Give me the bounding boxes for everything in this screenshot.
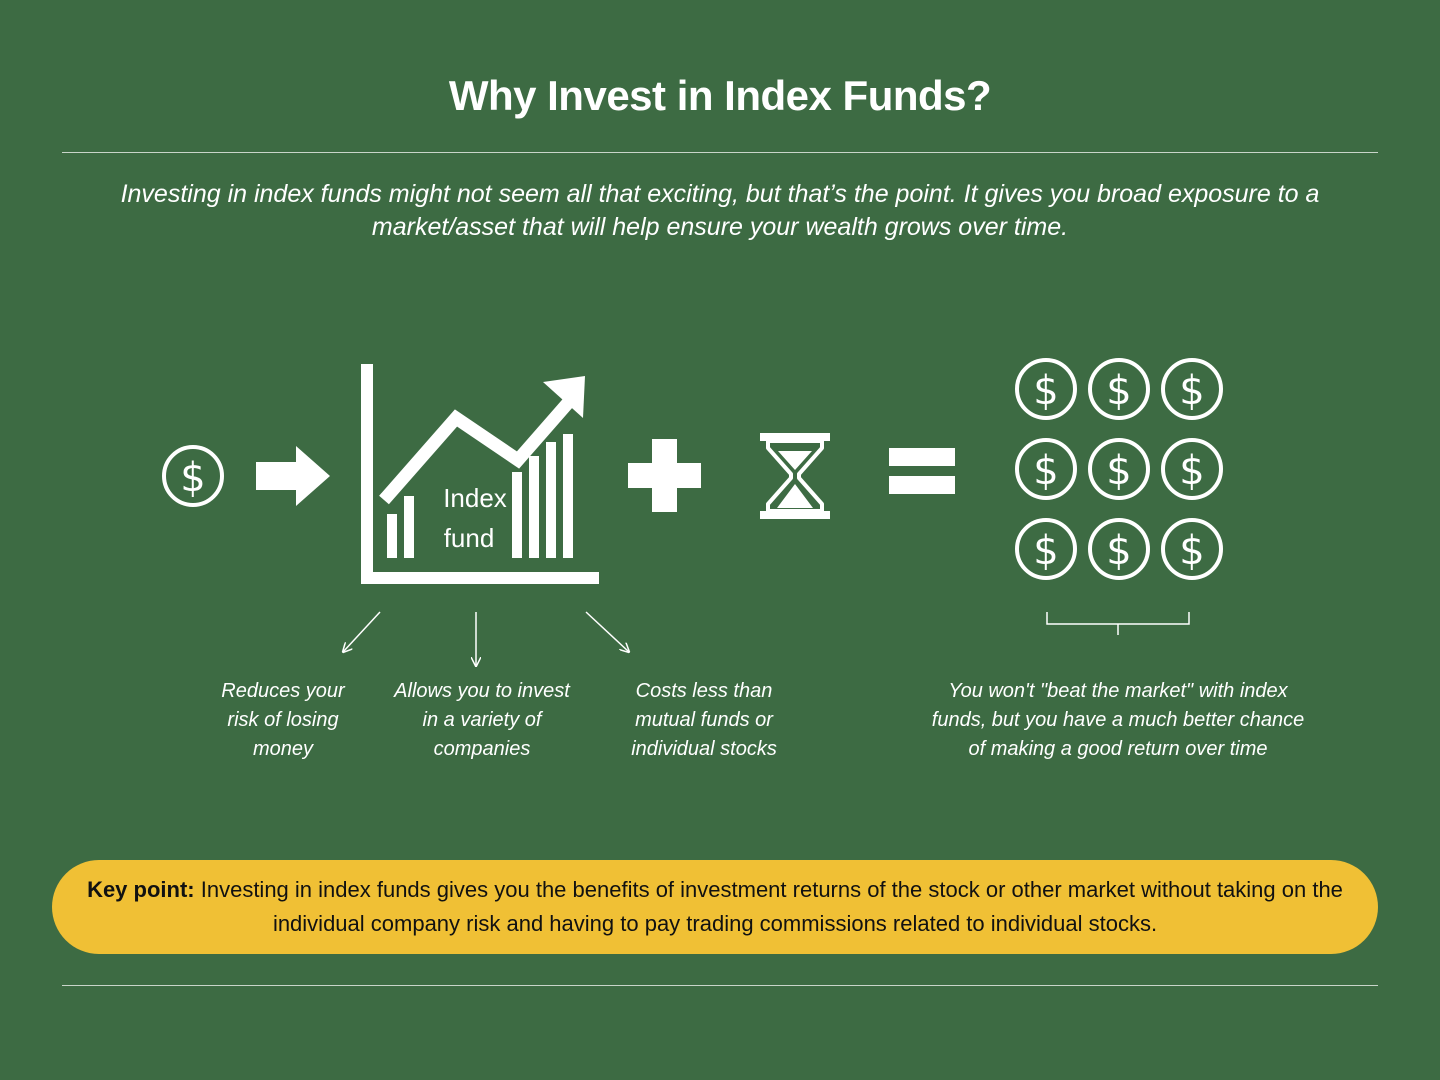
svg-text:$: $ [1179, 368, 1204, 414]
arrow-to-benefit-1 [343, 611, 381, 652]
dollar-signs: $ $ $ $ $ $ $ $ $ [1033, 368, 1204, 574]
benefit-variety: Allows you to invest in a variety of com… [394, 680, 570, 760]
svg-text:$: $ [180, 455, 205, 501]
svg-text:$: $ [1106, 528, 1131, 574]
growth-chart-icon: Index fund [361, 364, 599, 584]
hourglass-icon [760, 433, 830, 519]
key-point-text: Investing in index funds gives you the b… [194, 877, 1343, 936]
benefit-reduces-risk: Reduces your risk of losing money [221, 680, 345, 760]
svg-text:$: $ [1033, 368, 1058, 414]
svg-text:$: $ [1179, 528, 1204, 574]
subtitle: Investing in index funds might not seem … [120, 180, 1320, 241]
chart-label-fund: fund [444, 523, 495, 553]
bottom-divider [62, 985, 1378, 986]
arrow-right-icon [256, 446, 330, 506]
benefit-costs-less: Costs less than mutual funds or individu… [631, 680, 777, 760]
dollar-coin-icon: $ [162, 445, 224, 507]
bracket-icon [1046, 612, 1190, 635]
svg-text:$: $ [1033, 448, 1058, 494]
arrow-to-benefit-3 [585, 611, 629, 652]
svg-text:$: $ [1106, 448, 1131, 494]
page-title: Why Invest in Index Funds? [448, 72, 992, 119]
top-divider [62, 152, 1378, 153]
svg-text:$: $ [1179, 448, 1204, 494]
outcome-caption: You won't "beat the market" with index f… [931, 680, 1305, 760]
svg-text:$: $ [1106, 368, 1131, 414]
key-point-banner: Key point: Investing in index funds give… [52, 860, 1378, 954]
dollar-coins-grid-icon [1015, 358, 1223, 580]
chart-label-index: Index [443, 483, 507, 513]
plus-icon [628, 439, 701, 512]
equals-icon [889, 448, 955, 494]
key-point-label: Key point: [87, 877, 195, 902]
svg-text:$: $ [1033, 528, 1058, 574]
